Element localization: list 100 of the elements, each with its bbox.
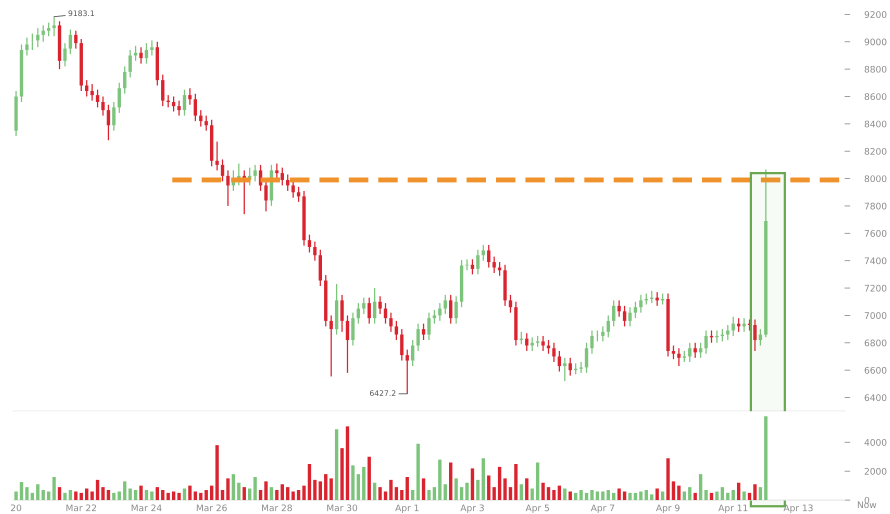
bar [296,490,300,500]
y-tick-label: 8400 [864,120,886,128]
bar [356,474,360,500]
candlestick [308,234,312,254]
bar [520,484,524,500]
candlestick [536,335,540,348]
bar [30,492,34,500]
candlestick [172,96,176,112]
candlestick [655,292,659,306]
candlestick [220,158,224,182]
candlestick [351,312,355,346]
candlestick [356,302,360,324]
bar [758,487,762,500]
x-tick-label: Apr 5 [526,504,549,514]
candlestick [85,79,88,98]
candlestick [644,292,648,306]
bar [166,492,170,500]
bar [688,487,692,500]
candlestick [476,249,480,275]
bar [720,487,724,500]
bar [52,476,56,500]
candlestick [688,342,692,363]
bar [596,491,600,500]
bar [123,481,126,500]
candlestick [628,306,632,327]
bar [677,486,681,500]
y-tick-label: 9200 [864,11,886,18]
bar [46,491,50,500]
bar [242,487,246,500]
candlestick [650,290,654,304]
bar [372,482,376,500]
bar [487,476,490,500]
candlestick [286,174,290,192]
candlestick [63,42,67,68]
bar [563,488,566,500]
candlestick [682,350,686,363]
candlestick [541,335,545,352]
bar [351,465,355,500]
bar [558,486,562,500]
candlestick [498,261,502,276]
bar [150,491,154,500]
candlestick [42,24,45,42]
candlestick [530,336,534,352]
candlestick [726,324,730,341]
bar [606,490,610,500]
candlestick [106,104,110,141]
bar [291,491,295,500]
x-tick-label: Apr 3 [460,504,484,514]
bar [579,490,583,500]
bar [270,487,274,500]
bar [210,486,214,500]
bar [188,486,192,500]
x-tick-label: Mar 22 [66,504,96,512]
bar [112,492,116,500]
bar [90,491,94,500]
candlestick [90,84,94,102]
bar [601,491,605,500]
y-tick-label: 8200 [864,148,886,155]
candlestick [758,328,762,346]
bar [660,491,664,500]
y-tick-label: 2000 [864,468,886,475]
candlestick [400,328,404,362]
bar [134,490,138,500]
bar [330,478,333,500]
candlestick [215,141,219,172]
x-tick-label: Apr 11 [718,504,748,514]
bar [416,444,420,500]
y-tick-label: 4000 [864,439,886,446]
y-tick-label: 7800 [864,202,886,210]
bar [215,445,219,500]
y-tick-label: 8000 [864,175,886,182]
candlestick [601,326,605,342]
bar [410,490,414,500]
bar [655,488,659,500]
candlestick [736,318,740,332]
candlestick [617,300,621,318]
bar [368,456,371,500]
candlestick [410,339,414,367]
candlestick [313,240,317,262]
candlestick [660,292,664,306]
y-tick-label: 6400 [864,394,886,402]
candlestick [546,339,550,354]
bar [232,474,236,500]
candlestick [330,314,333,378]
candlestick [606,314,610,338]
y-tick-label: 6800 [864,340,886,346]
candlestick [52,16,56,37]
candlestick [118,82,121,114]
candlestick [482,244,485,262]
candlestick [36,27,40,48]
bar [460,487,464,500]
candlestick [520,331,524,345]
bar [612,492,616,500]
y-tick-label: 9000 [864,38,886,46]
bar [742,491,746,500]
y-tick-label: 7400 [864,257,886,264]
bar [400,490,404,500]
bar [541,482,545,500]
bar [525,478,528,500]
bar [514,464,518,500]
